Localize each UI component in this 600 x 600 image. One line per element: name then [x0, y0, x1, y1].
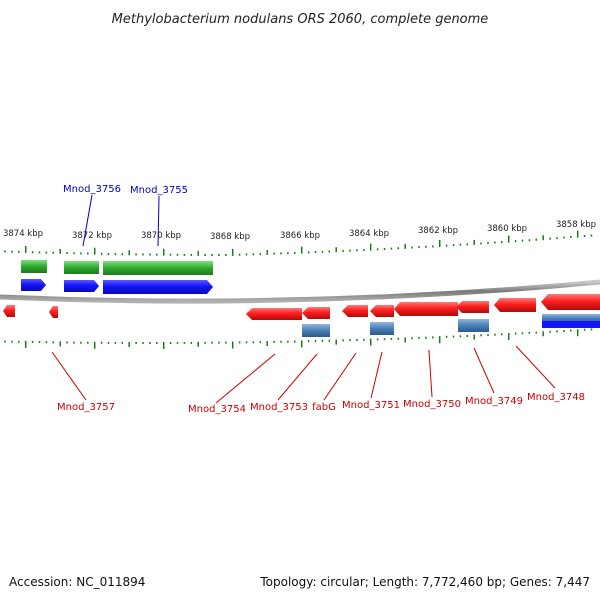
forward-cds-track: [21, 260, 213, 275]
forward-gene-track: [21, 279, 213, 294]
label-leader-line: [82, 194, 93, 247]
label-leader-line: [157, 195, 160, 247]
tick-label: 3862 kbp: [418, 226, 458, 236]
cds-feature[interactable]: [103, 261, 213, 275]
cds-feature[interactable]: [542, 314, 600, 323]
reverse-gene-arrow[interactable]: [342, 305, 368, 317]
label-leader-line: [428, 349, 433, 398]
lower-tick-track: [4, 328, 593, 349]
forward-gene-labels: Mnod_3756 Mnod_3755: [63, 184, 188, 247]
forward-gene-arrow[interactable]: [103, 280, 213, 294]
tick-label: 3864 kbp: [349, 229, 389, 239]
gene-label-mnod-3748[interactable]: Mnod_3748: [527, 392, 585, 403]
cds-feature[interactable]: [302, 324, 330, 337]
tick-labels: 3874 kbp 3872 kbp 3870 kbp 3868 kbp 3866…: [3, 220, 596, 242]
reverse-gene-arrow[interactable]: [3, 305, 15, 317]
map-title: Methylobacterium nodulans ORS 2060, comp…: [112, 12, 489, 27]
gene-label-mnod-3756[interactable]: Mnod_3756: [63, 184, 121, 195]
forward-gene-arrow[interactable]: [64, 280, 99, 292]
label-leader-line: [473, 347, 495, 394]
gene-label-mnod-3755[interactable]: Mnod_3755: [130, 185, 188, 196]
reverse-gene-labels: Mnod_3757 Mnod_3754 Mnod_3753 fabG Mnod_…: [51, 345, 585, 415]
gene-label-mnod-3753[interactable]: Mnod_3753: [250, 402, 308, 413]
reverse-gene-arrow[interactable]: [370, 305, 394, 317]
gene-label-mnod-3751[interactable]: Mnod_3751: [342, 400, 400, 411]
topology-text: Topology: circular; Length: 7,772,460 bp…: [259, 575, 590, 589]
label-leader-line: [370, 351, 383, 399]
reverse-gene-arrow[interactable]: [494, 298, 536, 312]
reverse-gene-arrow[interactable]: [541, 294, 600, 310]
tick-label: 3870 kbp: [141, 231, 181, 241]
tick-label: 3866 kbp: [280, 231, 320, 241]
reverse-gene-arrow[interactable]: [456, 301, 489, 313]
tick-label: 3860 kbp: [487, 224, 527, 234]
reverse-gene-arrow[interactable]: [394, 302, 458, 316]
label-leader-line: [215, 353, 276, 404]
reverse-gene-track: [3, 294, 600, 320]
cds-feature[interactable]: [21, 260, 47, 273]
gene-label-fabg[interactable]: fabG: [312, 402, 336, 413]
label-leader-line: [515, 345, 556, 389]
cds-feature[interactable]: [458, 319, 489, 332]
reverse-gene-arrow[interactable]: [302, 307, 330, 319]
tick-label: 3874 kbp: [3, 229, 43, 239]
tick-label: 3858 kbp: [556, 220, 596, 230]
reverse-gene-arrow[interactable]: [49, 306, 58, 318]
label-leader-line: [323, 352, 357, 401]
forward-gene-arrow[interactable]: [21, 279, 46, 291]
label-leader-line: [51, 351, 87, 401]
gene-label-mnod-3750[interactable]: Mnod_3750: [403, 399, 461, 410]
cds-feature[interactable]: [64, 261, 99, 274]
accession-text: Accession: NC_011894: [9, 575, 145, 589]
label-leader-line: [277, 353, 318, 401]
tick-label: 3872 kbp: [72, 231, 112, 241]
cds-feature[interactable]: [370, 322, 394, 335]
upper-tick-track: [4, 230, 593, 256]
reverse-cds-track: [302, 314, 600, 337]
forward-gene-arrow[interactable]: [542, 321, 600, 328]
tick-label: 3868 kbp: [210, 232, 250, 242]
gene-label-mnod-3754[interactable]: Mnod_3754: [188, 404, 246, 415]
reverse-gene-arrow[interactable]: [246, 308, 302, 320]
gene-label-mnod-3757[interactable]: Mnod_3757: [57, 402, 115, 413]
genome-backbone: [0, 279, 600, 304]
gene-label-mnod-3749[interactable]: Mnod_3749: [465, 396, 523, 407]
